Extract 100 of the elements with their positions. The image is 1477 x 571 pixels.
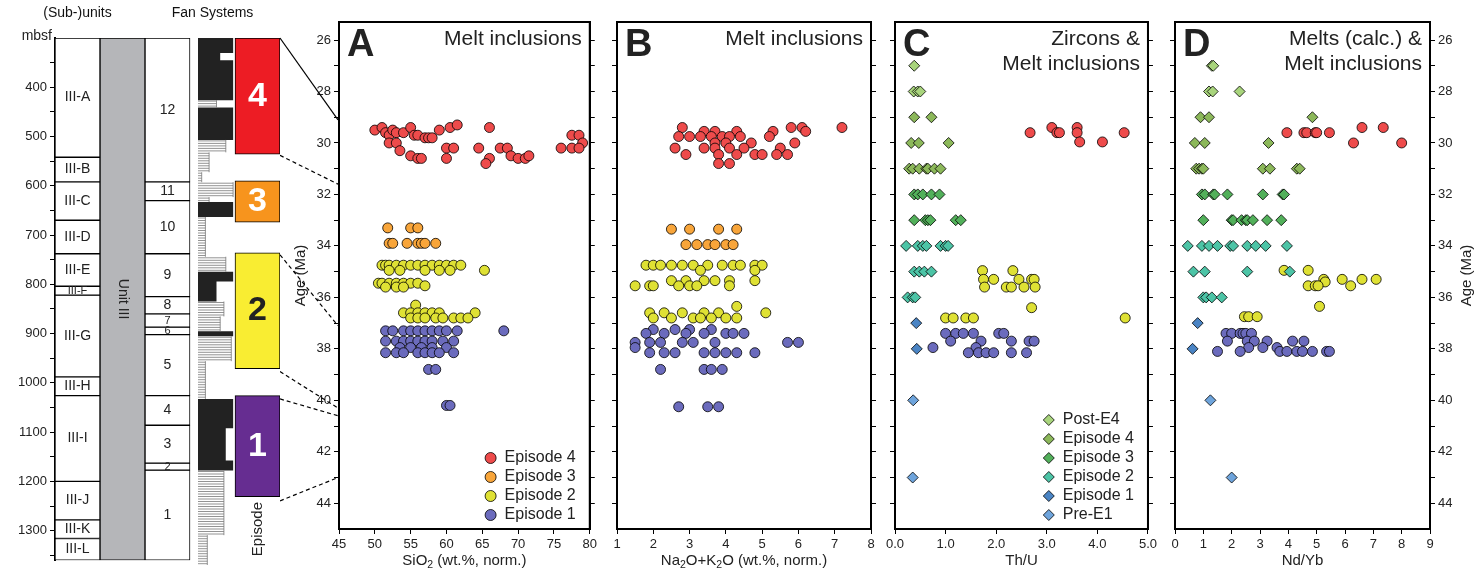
text: Melts (calc.) & Melt inclusions [1284, 25, 1423, 74]
x-tick-label: 45 [331, 536, 347, 552]
y-tick-label: 600 [25, 177, 47, 193]
x-tick-label: 5.0 [1138, 536, 1157, 552]
legend-label: Episode 3 [504, 467, 576, 485]
legend-label: Episode 3 [1062, 448, 1135, 466]
x-tick-label: Fan Systems [171, 4, 254, 21]
x-tick-label: 3.0 [1037, 536, 1056, 552]
y2-tick-label: 44 [1438, 494, 1453, 510]
y2-tick-label: 38 [1438, 340, 1453, 356]
annotation: Episode [247, 501, 265, 557]
x-tick-label: 70 [510, 536, 526, 552]
y2-tick-label: 28 [1438, 83, 1453, 99]
y-axis-title: mbsf [21, 26, 53, 43]
x-tick-label: 4 [1284, 536, 1292, 552]
series-label: 11 [160, 182, 175, 199]
x-tick-label: 50 [367, 536, 383, 552]
x-tick-label: 2 [649, 536, 657, 552]
annotation: A [347, 22, 375, 65]
annotation: D [1183, 22, 1211, 65]
x-tick-label: 1 [613, 536, 621, 552]
series-label: 4 [248, 74, 268, 113]
x-tick-label: 4 [722, 536, 730, 552]
legend-label: Pre-E1 [1062, 505, 1113, 523]
legend-label: Episode 1 [504, 505, 576, 523]
x-tick-label: 1 [1199, 536, 1207, 552]
y-tick-label: 1300 [18, 522, 47, 538]
y2-axis-title: Age (Ma) [1457, 244, 1475, 307]
series-label: 10 [159, 218, 176, 235]
x-tick-label: 5 [1313, 536, 1321, 552]
chart-title: Melt inclusions [444, 25, 582, 49]
x-tick-label: 1.0 [936, 536, 955, 552]
series-label: 2 [164, 459, 171, 472]
y-tick-label: 34 [316, 237, 331, 253]
x-tick-label: 55 [403, 536, 418, 552]
annotation: C [903, 22, 931, 65]
y-tick-label: 40 [316, 391, 331, 407]
series-label: 3 [163, 435, 172, 452]
y2-tick-label: 36 [1438, 288, 1453, 304]
legend-label: Episode 4 [504, 448, 576, 466]
series-label: 3 [248, 179, 267, 218]
series-label: III-H [64, 377, 91, 394]
y-tick-label: 500 [25, 128, 47, 144]
y-tick-label: 38 [316, 340, 331, 356]
y2-tick-label: 30 [1438, 134, 1453, 150]
series-label: III-G [63, 326, 92, 343]
x-tick-label: 0.0 [885, 536, 905, 552]
legend-label: Episode 4 [1062, 429, 1135, 447]
x-tick-label: 0 [1171, 536, 1179, 552]
y-tick-label: 30 [316, 134, 331, 150]
series-label: 7 [164, 313, 171, 326]
series-label: III-B [64, 160, 91, 177]
series-label: 5 [163, 355, 172, 372]
series-label: III-F [67, 283, 88, 296]
y-axis-title: Age (Ma) [291, 244, 309, 307]
y-tick-label: 1200 [18, 472, 47, 488]
y-tick-label: 700 [25, 226, 47, 242]
y-tick-label: 32 [316, 186, 331, 202]
x-tick-label: 5 [758, 536, 766, 552]
series-label: 6 [164, 323, 171, 336]
y-tick-label: 28 [316, 83, 331, 99]
y-tick-label: 1000 [18, 374, 47, 390]
x-tick-label: 4.0 [1088, 536, 1107, 552]
series-label: III-A [64, 88, 91, 105]
series-label: III-L [65, 540, 90, 557]
legend-label: Episode 2 [504, 486, 576, 504]
y-tick-label: 1100 [19, 423, 47, 439]
series-label: Unit III [115, 278, 132, 320]
x-axis-title: Th/U [1005, 551, 1038, 569]
y-tick-label: 400 [25, 78, 47, 94]
x-tick-label: 3 [685, 536, 694, 552]
x-tick-label: 6 [1341, 536, 1349, 552]
y2-tick-label: 26 [1438, 31, 1453, 47]
series-label: III-J [65, 491, 90, 508]
series-label: III-E [64, 260, 91, 277]
text: Zircons & Melt inclusions [1002, 25, 1140, 74]
series-label: III-D [64, 227, 91, 244]
series-label: 12 [159, 100, 176, 117]
x-tick-label: 2 [1228, 536, 1236, 552]
x-tick-label: 8 [1398, 536, 1406, 552]
y-tick-label: 44 [316, 494, 331, 510]
x-tick-label: 6 [794, 536, 803, 552]
series-label: 4 [163, 401, 172, 418]
y2-tick-label: 40 [1438, 391, 1453, 407]
series-label: 2 [248, 289, 267, 328]
y-tick-label: 36 [316, 288, 331, 304]
x-tick-label: 80 [582, 536, 597, 552]
y-tick-label: 42 [316, 443, 331, 459]
series-label: III-I [67, 429, 88, 446]
x-tick-label: 65 [475, 536, 490, 552]
legend-label: Episode 1 [1062, 486, 1135, 504]
series-label: 8 [163, 296, 172, 313]
x-tick-label: 8 [867, 536, 875, 552]
y-tick-label: 26 [316, 31, 331, 47]
series-label: III-K [64, 520, 91, 537]
x-tick-label: 60 [439, 536, 454, 552]
x-axis-title: Nd/Yb [1281, 551, 1324, 569]
annotation: B [625, 22, 653, 65]
y2-tick-label: 42 [1438, 443, 1453, 459]
y2-tick-label: 32 [1438, 186, 1453, 202]
